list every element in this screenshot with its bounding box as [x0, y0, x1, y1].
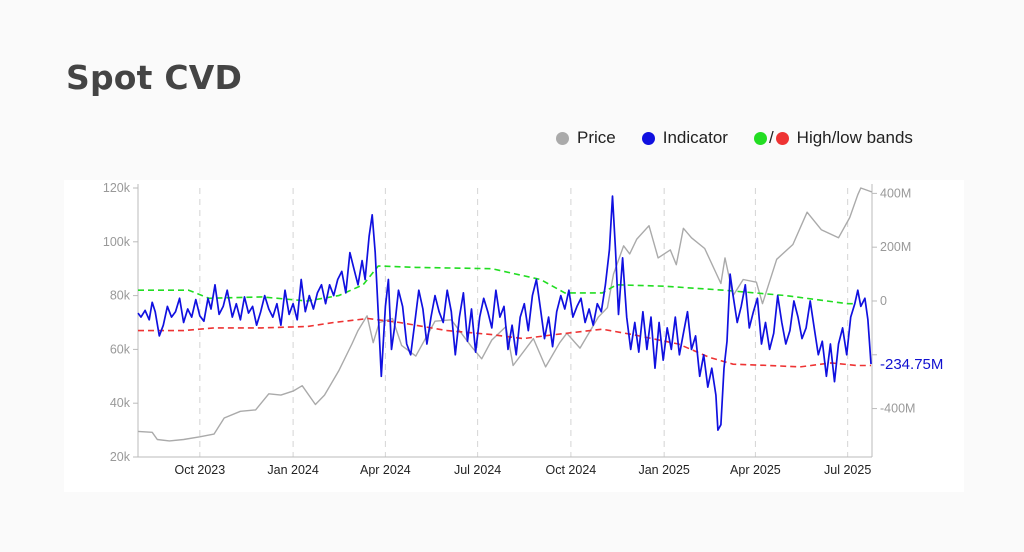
x-tick-label: Jan 2025	[638, 463, 689, 477]
left-tick-label: 60k	[110, 342, 131, 356]
x-tick-label: Jan 2024	[267, 463, 318, 477]
legend-indicator-label: Indicator	[662, 128, 728, 147]
left-tick-label: 20k	[110, 450, 131, 464]
x-tick-label: Oct 2023	[174, 463, 225, 477]
right-tick-label: 0	[880, 294, 887, 308]
right-tick-label: 200M	[880, 240, 911, 254]
left-tick-label: 100k	[103, 235, 131, 249]
x-tick-label: Apr 2025	[730, 463, 781, 477]
right-tick-label: -400M	[880, 402, 915, 416]
legend-item-indicator[interactable]: Indicator	[641, 128, 728, 148]
x-tick-label: Jul 2025	[824, 463, 871, 477]
indicator-last-value-label: -234.75M	[880, 356, 943, 373]
left-tick-label: 40k	[110, 396, 131, 410]
legend-price-label: Price	[577, 128, 616, 147]
x-tick-label: Jul 2024	[454, 463, 501, 477]
legend-low-band-marker	[775, 131, 789, 145]
right-tick-label: 400M	[880, 186, 911, 200]
spot-cvd-chart: Oct 2023 Jan 2024 Apr 2024 Jul 2024 Oct 2024…	[103, 181, 943, 477]
x-tick-label: Apr 2024	[360, 463, 411, 477]
series-line-low-band	[138, 317, 871, 368]
page-title: Spot CVD	[66, 58, 243, 97]
x-tick-label: Oct 2024	[546, 463, 597, 477]
series-line-high-band	[138, 265, 857, 305]
legend-indicator-marker	[641, 131, 655, 145]
left-tick-label: 120k	[103, 181, 131, 195]
legend-bands-label: High/low bands	[796, 128, 913, 147]
left-tick-label: 80k	[110, 289, 131, 303]
legend-item-price[interactable]: Price	[556, 128, 616, 148]
legend-price-marker	[556, 131, 569, 145]
chart-container: Oct 2023 Jan 2024 Apr 2024 Jul 2024 Oct 2024…	[64, 180, 964, 492]
legend-bands-separator: /	[768, 128, 774, 147]
series-line-price	[137, 187, 873, 442]
legend-item-bands[interactable]: / High/low bands	[753, 128, 913, 148]
legend-high-band-marker	[753, 131, 767, 145]
series-line-indicator	[137, 195, 872, 431]
chart-legend: Price Indicator / High/low bands	[556, 128, 913, 148]
